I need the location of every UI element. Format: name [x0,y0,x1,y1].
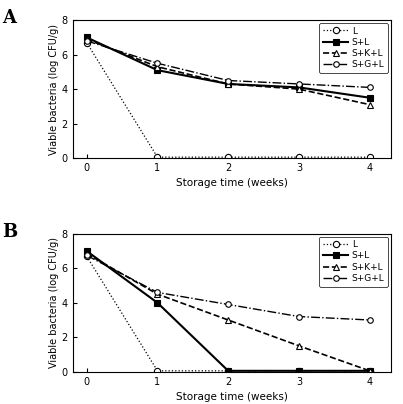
L [367,368,372,373]
Line: S+L: S+L [83,34,373,101]
Line: L: L [83,40,373,160]
Line: S+G+L: S+G+L [84,38,372,90]
X-axis label: Storage time (weeks): Storage time (weeks) [176,392,288,402]
S+K+L [155,64,160,69]
S+G+L [226,78,231,83]
S+G+L [297,82,301,86]
Legend: L, S+L, S+K+L, S+G+L: L, S+L, S+K+L, S+G+L [319,237,388,286]
L [226,368,231,373]
Line: L: L [83,253,373,374]
L [155,368,160,373]
Y-axis label: Viable bacteria (log CFU/g): Viable bacteria (log CFU/g) [49,237,59,368]
Line: S+G+L: S+G+L [84,252,372,323]
S+L [84,248,89,253]
S+K+L [84,37,89,42]
Legend: L, S+L, S+K+L, S+G+L: L, S+L, S+K+L, S+G+L [319,23,388,73]
S+K+L [155,292,160,297]
Line: S+K+L: S+K+L [83,36,373,108]
S+L [297,368,301,373]
S+G+L [84,38,89,43]
S+G+L [155,61,160,66]
L [84,40,89,45]
S+L [226,368,231,373]
S+G+L [367,318,372,322]
L [297,368,301,373]
S+L [226,82,231,86]
L [155,155,160,160]
S+L [155,68,160,73]
S+K+L [226,82,231,86]
S+L [367,368,372,373]
L [226,155,231,160]
Line: S+L: S+L [83,248,373,374]
Text: B: B [2,223,18,241]
S+G+L [226,302,231,307]
S+G+L [84,253,89,258]
L [84,254,89,259]
S+L [155,300,160,305]
S+G+L [155,290,160,295]
S+L [367,95,372,100]
S+K+L [297,343,301,348]
L [297,155,301,160]
Y-axis label: Viable bacteria (log CFU/g): Viable bacteria (log CFU/g) [49,23,59,155]
S+G+L [367,85,372,90]
S+G+L [297,314,301,319]
S+L [297,85,301,90]
S+K+L [84,251,89,256]
X-axis label: Storage time (weeks): Storage time (weeks) [176,179,288,188]
S+L [84,35,89,40]
S+K+L [367,102,372,107]
Text: A: A [2,9,17,27]
S+K+L [367,368,372,373]
S+K+L [226,318,231,322]
L [367,155,372,160]
S+K+L [297,87,301,92]
Line: S+K+L: S+K+L [83,250,373,374]
